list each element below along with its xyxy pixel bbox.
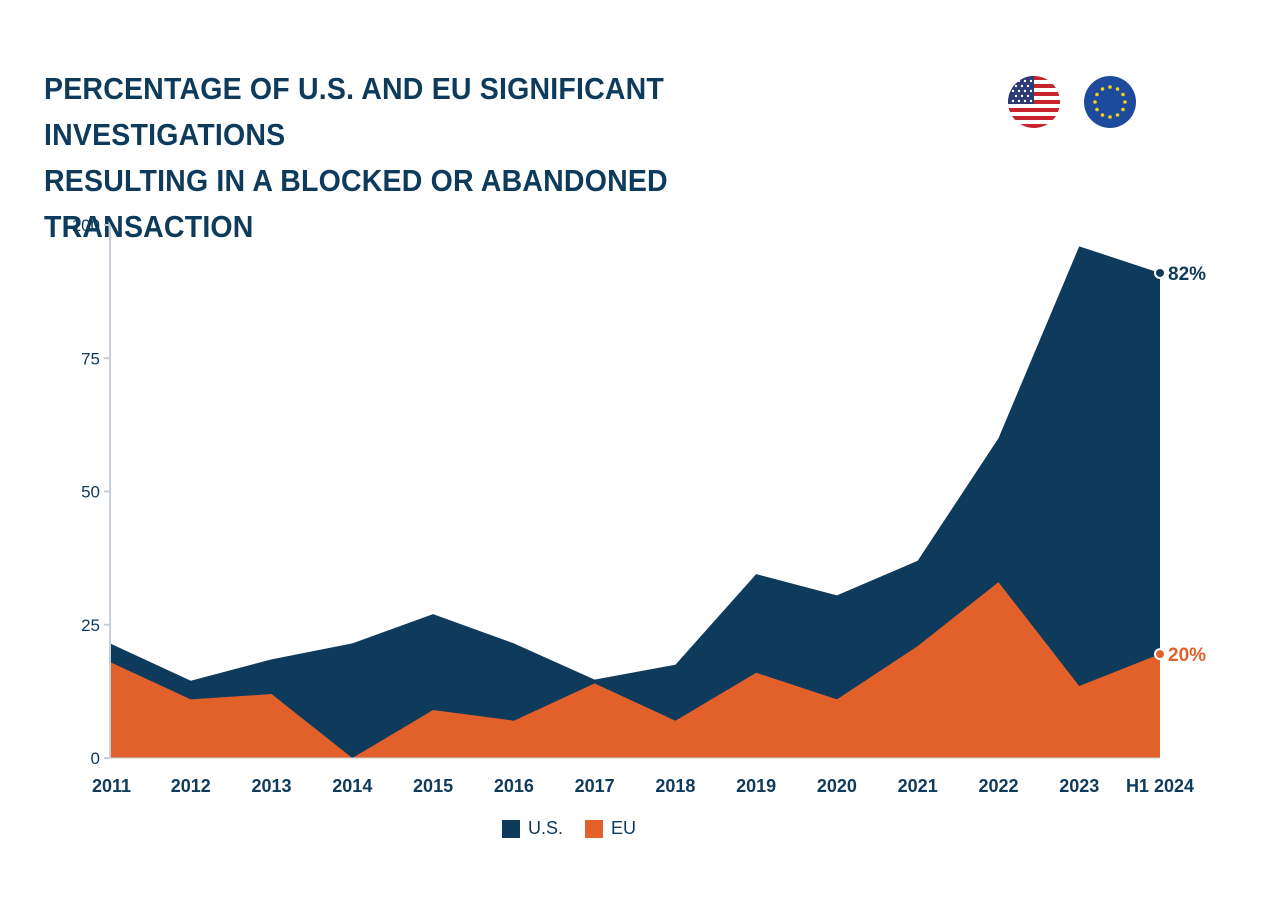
x-tick-label: 2013 bbox=[252, 776, 292, 796]
chart-title-line-1: PERCENTAGE OF U.S. AND EU SIGNIFICANT IN… bbox=[44, 71, 665, 152]
legend-item-eu: EU bbox=[585, 818, 636, 839]
x-tick-label: 2012 bbox=[171, 776, 211, 796]
y-tick-label: 25 bbox=[81, 616, 100, 635]
legend: U.S. EU bbox=[502, 818, 648, 839]
chart-title: PERCENTAGE OF U.S. AND EU SIGNIFICANT IN… bbox=[44, 66, 872, 250]
x-axis-labels: 2011 2012 2013 2014 2015 2016 2017 2018 2019 2020… bbox=[92, 776, 1194, 796]
x-tick-label: 2020 bbox=[817, 776, 857, 796]
x-tick-label: 2017 bbox=[575, 776, 615, 796]
x-tick-label: 2011 bbox=[92, 776, 131, 796]
y-tick-label: 50 bbox=[81, 483, 100, 502]
y-tick-label: 0 bbox=[91, 749, 100, 768]
us-end-label: 82% bbox=[1168, 264, 1206, 285]
y-axis: 0 25 50 75 100 bbox=[72, 216, 1160, 768]
series-area-us bbox=[110, 246, 1160, 758]
x-tick-label: 2021 bbox=[898, 776, 938, 796]
legend-swatch-us bbox=[502, 819, 520, 838]
legend-label-us: U.S. bbox=[528, 818, 564, 838]
y-tick-label: 75 bbox=[81, 349, 100, 368]
x-tick-label: 2014 bbox=[332, 776, 372, 796]
x-tick-label: 2018 bbox=[655, 776, 695, 796]
legend-swatch-eu bbox=[585, 819, 604, 838]
y-tick-label: 100 bbox=[72, 216, 100, 235]
eu-flag-icon bbox=[1084, 76, 1136, 128]
eu-end-point bbox=[1154, 648, 1166, 661]
x-tick-label: 2022 bbox=[978, 776, 1018, 796]
series-area-eu bbox=[110, 582, 1160, 758]
x-tick-label: 2015 bbox=[413, 776, 453, 796]
legend-label-eu: EU bbox=[611, 818, 637, 838]
x-tick-label: 2019 bbox=[736, 776, 776, 796]
us-end-point bbox=[1154, 266, 1166, 279]
legend-item-us: U.S. bbox=[502, 818, 563, 839]
x-tick-label: H1 2024 bbox=[1126, 776, 1194, 796]
eu-end-label: 20% bbox=[1168, 645, 1206, 666]
chart-areas bbox=[110, 246, 1160, 758]
chart-title-line-2: RESULTING IN A BLOCKED OR ABANDONED TRAN… bbox=[44, 163, 668, 244]
x-tick-label: 2016 bbox=[494, 776, 534, 796]
end-markers: 82% 20% bbox=[1154, 264, 1206, 666]
x-tick-label: 2023 bbox=[1059, 776, 1099, 796]
